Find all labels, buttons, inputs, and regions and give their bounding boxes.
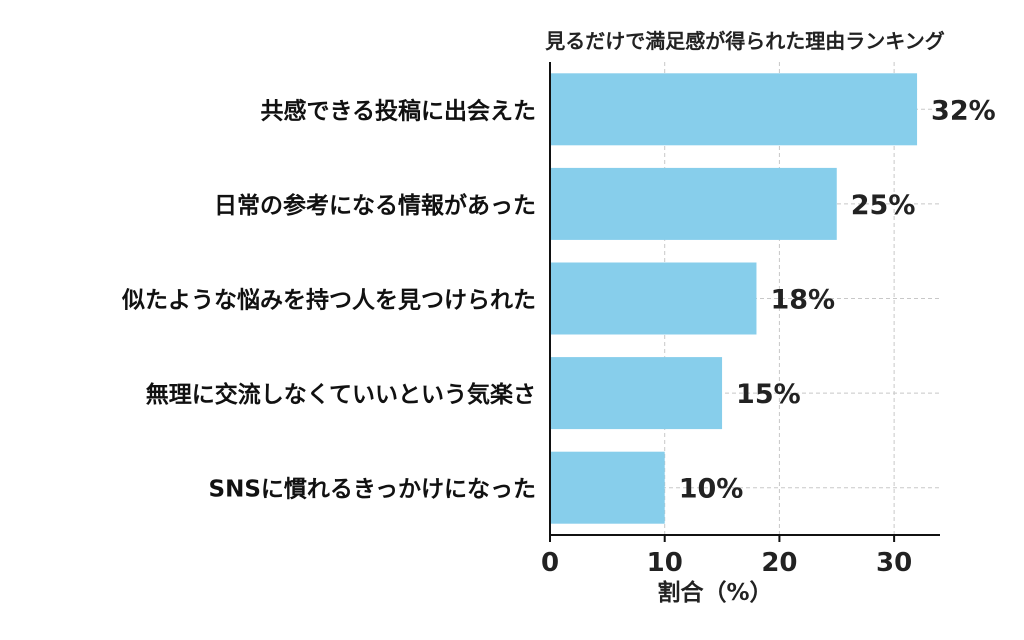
value-label: 18%: [770, 285, 835, 316]
x-tick-label: 10: [647, 548, 683, 578]
value-labels: 32% 25% 18% 15% 10%: [679, 95, 996, 504]
x-axis-label: 割合（%）: [657, 579, 772, 606]
value-label: 32%: [931, 95, 996, 126]
category-label: 共感できる投稿に出会えた: [260, 97, 536, 124]
bar: [550, 73, 918, 146]
bar: [550, 451, 665, 524]
bar: [550, 357, 723, 430]
value-label: 15%: [736, 379, 801, 410]
x-tick-label: 20: [761, 548, 797, 578]
category-label: 似たような悩みを持つ人を見つけられた: [121, 288, 536, 314]
x-tick-labels: 0 10 20 30: [541, 535, 912, 578]
x-tick-label: 30: [876, 548, 912, 578]
x-tick-label: 0: [541, 548, 559, 578]
bars: [550, 73, 918, 524]
category-labels: 共感できる投稿に出会えた日常の参考になる情報があった似たような悩みを持つ人を見つ…: [121, 97, 536, 502]
chart-title: 見るだけで満足感が得られた理由ランキング: [545, 29, 944, 53]
value-label: 10%: [679, 474, 744, 505]
value-label: 25%: [851, 190, 916, 221]
category-label: SNSに慣れるきっかけになった: [209, 476, 536, 503]
bar: [550, 167, 837, 240]
category-label: 日常の参考になる情報があった: [214, 192, 536, 219]
category-label: 無理に交流しなくていいという気楽さ: [146, 381, 536, 408]
bar: [550, 262, 757, 335]
